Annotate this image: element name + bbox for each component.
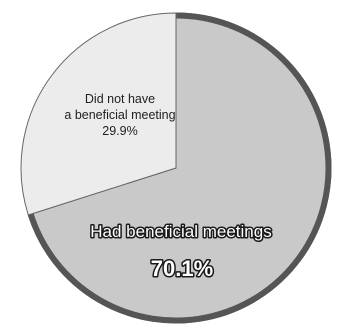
slice-label-line-1: Did not have: [85, 92, 155, 106]
pie-slice-highlight-ring: [27, 12, 332, 324]
labels-layer: Did not have a beneficial meeting 29.9% …: [64, 92, 273, 283]
slice-label-line-2: a beneficial meeting: [64, 108, 175, 122]
slice-value-label: 70.1%: [151, 256, 213, 281]
slices-layer: [20, 12, 332, 324]
pie-slice-1: [20, 12, 177, 216]
slice-value-label: 29.9%: [102, 124, 137, 138]
slice-label: Had beneficial meetings: [90, 222, 271, 241]
